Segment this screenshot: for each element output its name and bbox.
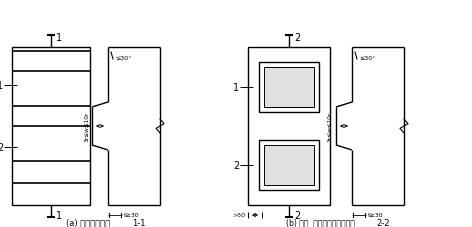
Bar	[264, 145, 314, 185]
Text: 3r≤w≤10r: 3r≤w≤10r	[84, 111, 89, 142]
Text: 2: 2	[294, 210, 300, 220]
Text: t≥30: t≥30	[368, 212, 384, 217]
Text: 3r≤w≤10r: 3r≤w≤10r	[328, 111, 333, 142]
Text: (b) 键槽  叠合梁新手设计笔记: (b) 键槽 叠合梁新手设计笔记	[286, 217, 354, 227]
Text: 1: 1	[0, 81, 3, 91]
Text: 1: 1	[56, 210, 62, 220]
Text: 1-1: 1-1	[132, 219, 146, 227]
Text: ≤30°: ≤30°	[359, 55, 375, 60]
Text: 2: 2	[0, 142, 3, 152]
Text: 2: 2	[233, 160, 239, 170]
Bar	[259, 63, 319, 113]
Text: >50: >50	[232, 212, 245, 217]
Bar	[259, 140, 319, 190]
Text: 1: 1	[233, 83, 239, 93]
Bar	[12, 48, 90, 205]
Text: 2: 2	[294, 33, 300, 43]
Text: ≤30°: ≤30°	[115, 55, 131, 60]
Bar	[264, 68, 314, 108]
Text: 1: 1	[56, 33, 62, 43]
Bar	[248, 48, 330, 205]
Text: 2-2: 2-2	[376, 219, 390, 227]
Text: (a) 键槽贯通截面: (a) 键槽贯通截面	[66, 217, 110, 227]
Text: t≥30: t≥30	[124, 212, 140, 217]
